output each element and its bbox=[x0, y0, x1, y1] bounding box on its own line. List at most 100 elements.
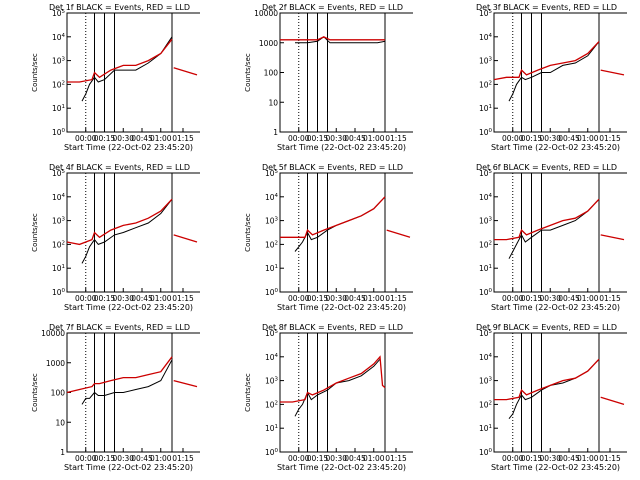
x-axis-label: Start Time (22-Oct-02 23:45:20) bbox=[491, 303, 620, 312]
x-tick-label: 01:15 bbox=[172, 454, 194, 463]
y-tick-label: 101 bbox=[479, 264, 492, 273]
x-tick-label: 01:15 bbox=[385, 294, 407, 303]
panel-title: Det 9f BLACK = Events, RED = LLD bbox=[476, 323, 617, 332]
y-tick-label: 103 bbox=[479, 217, 493, 226]
y-axis-label: Counts/sec bbox=[244, 373, 252, 412]
plot-frame bbox=[66, 12, 173, 133]
y-tick-label: 101 bbox=[52, 264, 65, 273]
events-series-line bbox=[508, 41, 600, 102]
events-series-line bbox=[81, 198, 173, 264]
events-series-line bbox=[81, 359, 173, 405]
x-tick-label: 00:00 bbox=[502, 454, 524, 463]
y-tick-label: 102 bbox=[265, 240, 278, 249]
y-tick-label: 102 bbox=[479, 240, 492, 249]
x-tick-label: 00:45 bbox=[131, 454, 153, 463]
plot-frame bbox=[279, 172, 386, 293]
x-axis-label: Start Time (22-Oct-02 23:45:20) bbox=[277, 303, 406, 312]
lld-series-tail bbox=[600, 69, 625, 76]
y-axis-label: Counts/sec bbox=[244, 53, 252, 92]
lld-series-line bbox=[280, 36, 385, 41]
y-axis-label: Counts/sec bbox=[31, 213, 39, 252]
x-tick-label: 00:30 bbox=[112, 454, 134, 463]
panel-title: Det 6f BLACK = Events, RED = LLD bbox=[476, 163, 617, 172]
events-series-line bbox=[295, 36, 386, 44]
y-tick-label: 105 bbox=[265, 169, 279, 178]
y-tick-label: 103 bbox=[479, 57, 493, 66]
x-tick-label: 01:15 bbox=[599, 134, 621, 143]
y-axis-label: Counts/sec bbox=[244, 213, 252, 252]
x-tick-label: 00:00 bbox=[502, 294, 524, 303]
y-tick-label: 103 bbox=[52, 57, 66, 66]
y-axis-label: Counts/sec bbox=[31, 373, 39, 412]
y-tick-label: 101 bbox=[52, 104, 65, 113]
x-axis-label: Start Time (22-Oct-02 23:45:20) bbox=[277, 143, 406, 152]
y-tick-label: 1 bbox=[273, 128, 278, 137]
chart-panel-8: Det 8f BLACK = Events, RED = LLD 100 101 10… bbox=[244, 323, 413, 472]
y-tick-label: 10000 bbox=[41, 329, 65, 338]
y-tick-label: 101 bbox=[479, 424, 492, 433]
y-tick-label: 105 bbox=[479, 329, 493, 338]
events-series-line bbox=[508, 358, 600, 420]
panel-title: Det 2f BLACK = Events, RED = LLD bbox=[262, 3, 403, 12]
x-tick-label: 01:00 bbox=[150, 134, 172, 143]
y-tick-label: 102 bbox=[52, 240, 65, 249]
x-axis-label: Start Time (22-Oct-02 23:45:20) bbox=[491, 463, 620, 472]
y-tick-label: 1000 bbox=[259, 39, 278, 48]
y-tick-label: 104 bbox=[52, 33, 66, 42]
x-tick-label: 00:00 bbox=[75, 294, 97, 303]
panel-title: Det 3f BLACK = Events, RED = LLD bbox=[476, 3, 617, 12]
lld-series-line bbox=[494, 358, 600, 401]
x-tick-label: 00:30 bbox=[325, 294, 347, 303]
chart-panel-5: Det 5f BLACK = Events, RED = LLD 100 101 10… bbox=[244, 163, 413, 312]
x-axis-label: Start Time (22-Oct-02 23:45:20) bbox=[64, 463, 193, 472]
chart-panel-6: Det 6f BLACK = Events, RED = LLD 100 101 10… bbox=[476, 163, 627, 312]
x-tick-label: 01:00 bbox=[150, 294, 172, 303]
x-tick-label: 00:45 bbox=[344, 454, 366, 463]
panel-title: Det 4f BLACK = Events, RED = LLD bbox=[49, 163, 190, 172]
lld-series-line bbox=[493, 41, 600, 81]
lld-series-line bbox=[66, 198, 173, 246]
x-axis-label: Start Time (22-Oct-02 23:45:20) bbox=[64, 143, 193, 152]
x-tick-label: 01:15 bbox=[599, 294, 621, 303]
lld-series-tail bbox=[173, 379, 198, 388]
lld-series-tail bbox=[173, 234, 198, 243]
x-tick-label: 00:30 bbox=[539, 454, 561, 463]
x-tick-label: 00:45 bbox=[344, 134, 366, 143]
lld-series-line bbox=[280, 355, 386, 403]
y-tick-label: 104 bbox=[265, 353, 279, 362]
x-tick-label: 00:30 bbox=[539, 294, 561, 303]
y-tick-label: 101 bbox=[265, 424, 278, 433]
x-tick-label: 00:00 bbox=[288, 454, 310, 463]
y-tick-label: 104 bbox=[265, 193, 279, 202]
lld-series-tail bbox=[173, 67, 198, 76]
x-axis-label: Start Time (22-Oct-02 23:45:20) bbox=[277, 463, 406, 472]
y-tick-label: 105 bbox=[479, 169, 493, 178]
y-axis-label: Counts/sec bbox=[31, 53, 39, 92]
x-tick-label: 00:15 bbox=[307, 454, 329, 463]
y-tick-label: 101 bbox=[265, 264, 278, 273]
events-series-line bbox=[508, 198, 600, 259]
x-tick-label: 01:00 bbox=[577, 454, 599, 463]
y-tick-label: 103 bbox=[265, 217, 279, 226]
x-tick-label: 00:00 bbox=[288, 134, 310, 143]
x-tick-label: 01:00 bbox=[577, 294, 599, 303]
y-tick-label: 100 bbox=[265, 288, 279, 297]
x-tick-label: 00:00 bbox=[288, 294, 310, 303]
chart-panel-4: Det 4f BLACK = Events, RED = LLD 100 101 10… bbox=[31, 163, 200, 312]
y-tick-label: 1000 bbox=[46, 359, 65, 368]
plot-frame bbox=[279, 12, 386, 133]
x-tick-label: 00:00 bbox=[75, 134, 97, 143]
y-tick-label: 105 bbox=[52, 169, 66, 178]
x-tick-label: 00:15 bbox=[94, 454, 116, 463]
x-tick-label: 00:30 bbox=[112, 294, 134, 303]
y-tick-label: 10 bbox=[55, 418, 65, 427]
x-tick-label: 00:15 bbox=[94, 294, 116, 303]
y-tick-label: 105 bbox=[265, 329, 279, 338]
plot-frame bbox=[493, 172, 600, 293]
y-tick-label: 100 bbox=[479, 128, 493, 137]
y-tick-label: 105 bbox=[479, 9, 493, 18]
x-tick-label: 00:15 bbox=[521, 294, 543, 303]
x-tick-label: 00:15 bbox=[307, 294, 329, 303]
y-tick-label: 100 bbox=[52, 288, 66, 297]
events-series-line bbox=[81, 36, 173, 102]
